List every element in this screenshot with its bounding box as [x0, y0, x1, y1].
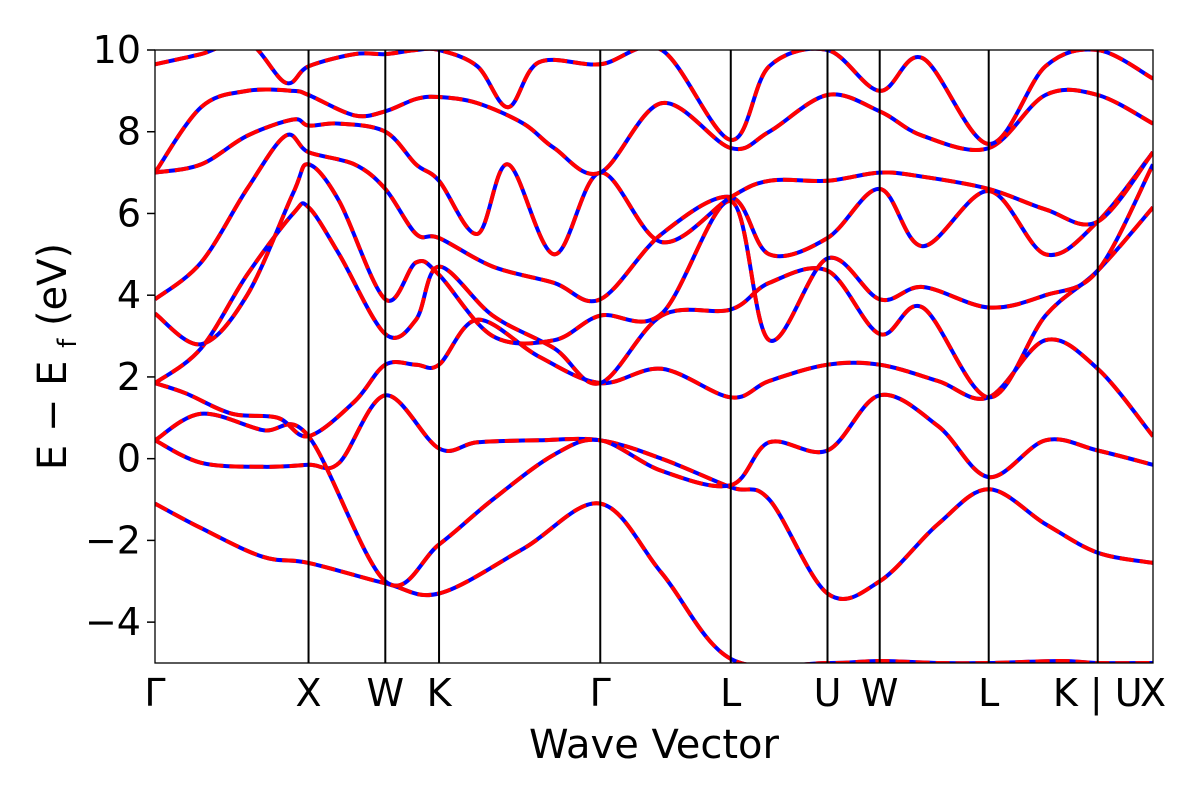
x-tick-label-6: L: [720, 671, 741, 715]
band-9-solid: [155, 87, 1153, 177]
y-axis-label: E − E f (eV): [30, 243, 86, 470]
x-tick-label-1: Γ: [144, 671, 165, 715]
x-tick-label-2: X: [296, 671, 322, 715]
y-tick-label-5: 4: [117, 273, 141, 317]
plot-frame: [154, 49, 1154, 664]
y-ticks-layer: −4 −2 0 2 4 6 8 10: [85, 28, 155, 644]
bands-layer: [155, 50, 1153, 663]
band-2-dashed: [155, 393, 1153, 601]
band-7-solid: [155, 132, 1153, 304]
band-2-solid: [155, 393, 1153, 601]
y-tick-label-2: −2: [85, 518, 141, 562]
y-axis-label-unit: (eV): [30, 243, 76, 326]
x-axis-label: Wave Vector: [529, 722, 780, 768]
x-tick-label-10: K | U: [1053, 671, 1143, 716]
band-1-dashed: [155, 501, 1153, 663]
x-tick-label-9: L: [978, 671, 999, 715]
band-7-dashed: [155, 132, 1153, 304]
y-axis-label-sub: f: [53, 338, 83, 348]
kpoint-lines-layer: [307, 50, 1099, 663]
y-tick-label-6: 6: [117, 191, 141, 235]
band-9-dashed: [155, 87, 1153, 177]
y-axis-label-main: E − E: [30, 361, 76, 471]
band-4-dashed: [155, 317, 1153, 439]
x-tick-label-7: U: [814, 671, 842, 715]
band-3-solid: [155, 392, 1153, 588]
y-tick-label-4: 2: [117, 355, 141, 399]
x-tick-label-8: W: [861, 671, 899, 715]
y-tick-label-1: −4: [85, 600, 141, 644]
band-1-solid: [155, 501, 1153, 663]
band-3-dashed: [155, 392, 1153, 588]
x-tick-label-4: K: [427, 671, 453, 715]
y-tick-label-3: 0: [117, 437, 141, 481]
band-6-dashed: [155, 162, 1153, 347]
x-tick-label-3: W: [367, 671, 405, 715]
x-tick-label-5: Γ: [590, 671, 611, 715]
y-tick-label-7: 8: [117, 110, 141, 154]
y-tick-label-8: 10: [93, 28, 141, 72]
x-tick-label-11: X: [1140, 671, 1166, 715]
band-4-solid: [155, 317, 1153, 439]
